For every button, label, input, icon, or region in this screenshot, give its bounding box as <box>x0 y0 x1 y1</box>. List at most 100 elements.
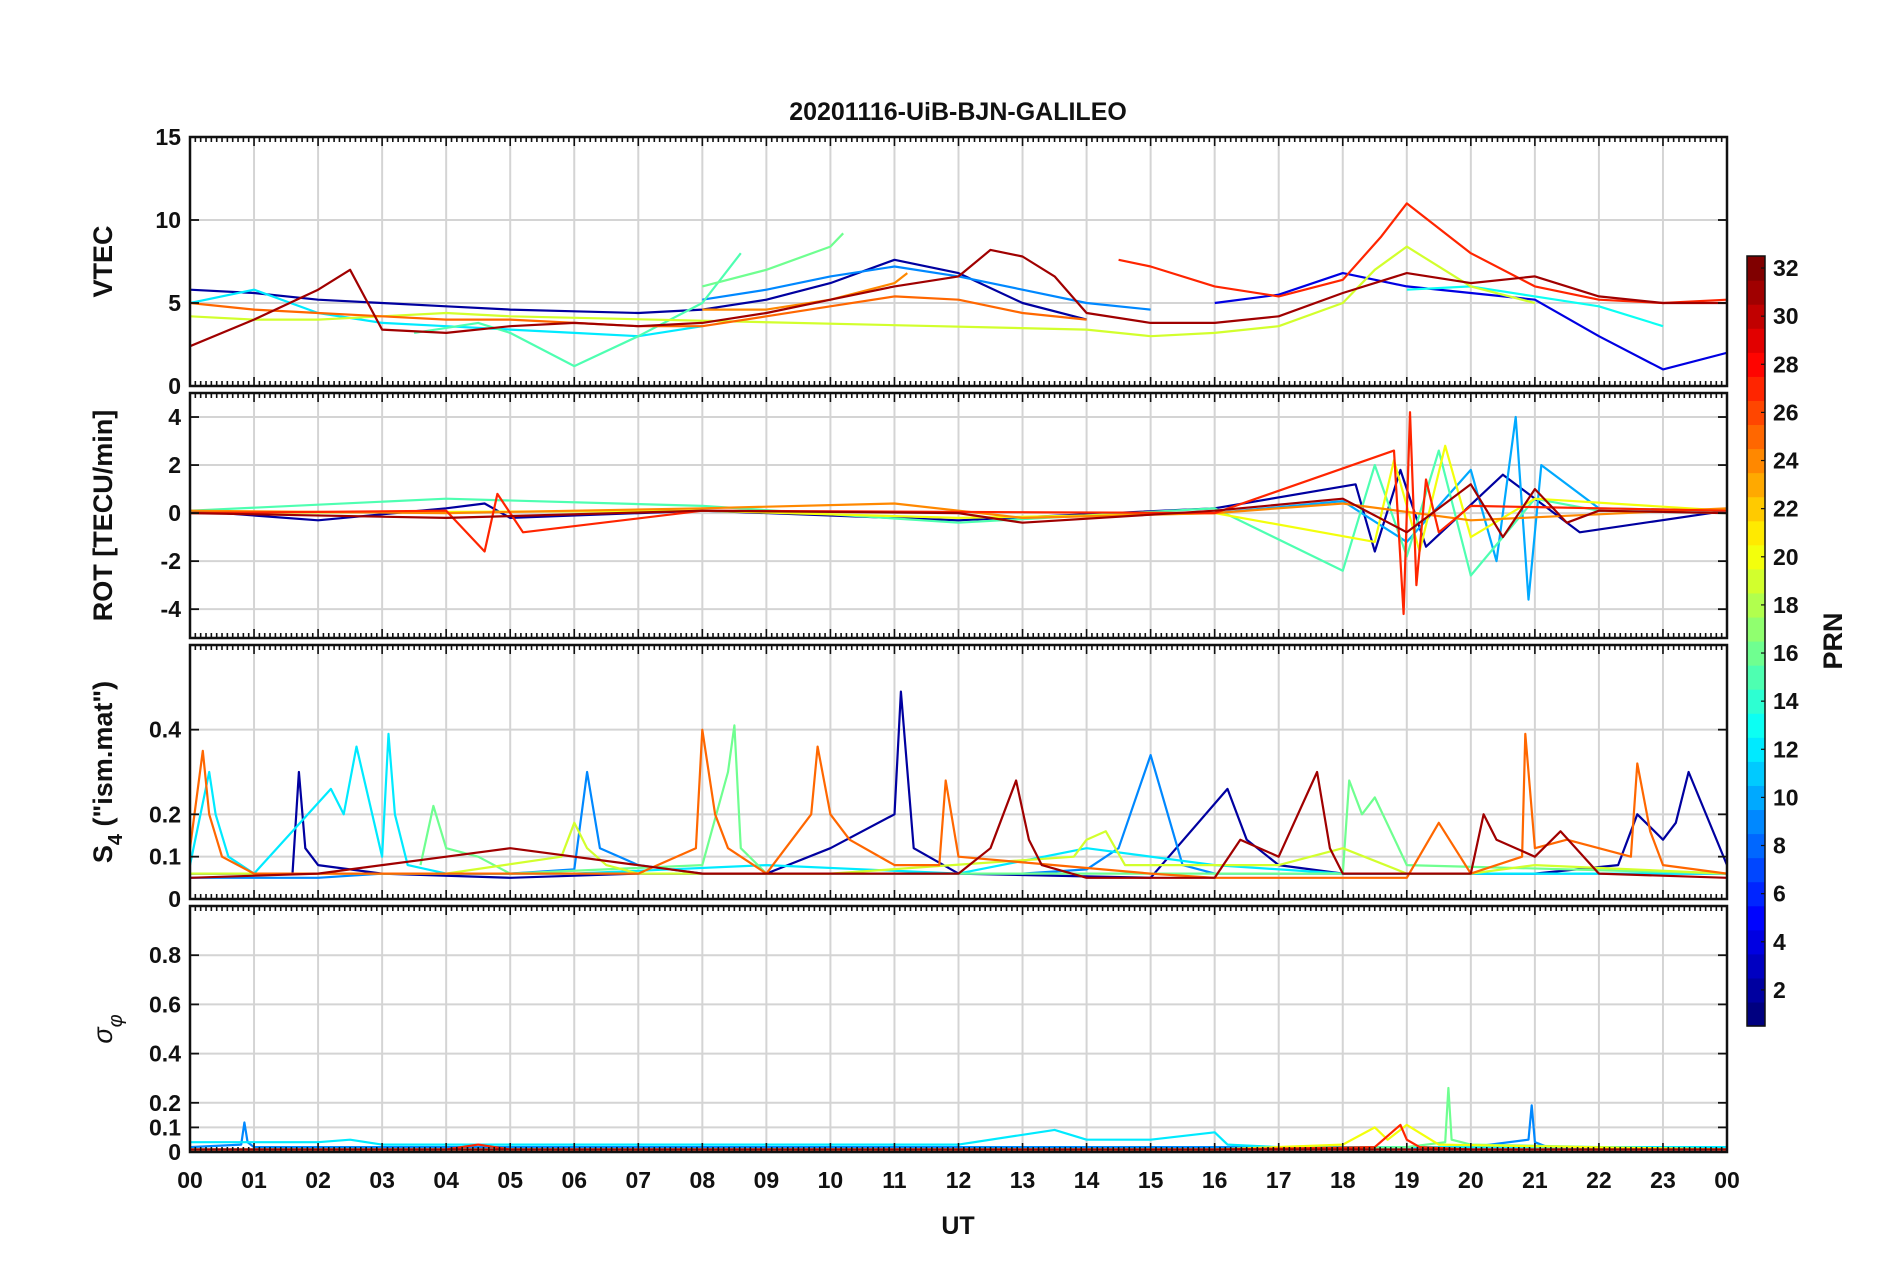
colorbar-segment <box>1747 809 1765 835</box>
colorbar-segment <box>1747 689 1765 714</box>
x-tick-label: 23 <box>1650 1167 1676 1193</box>
colorbar-segment <box>1747 713 1765 738</box>
colorbar-tick-label: 26 <box>1773 399 1799 425</box>
colorbar-segment <box>1747 328 1765 353</box>
colorbar-segment <box>1747 761 1765 786</box>
colorbar-segment <box>1747 785 1765 811</box>
colorbar-tick-label: 16 <box>1773 640 1799 666</box>
panel-vtec: 0 5 10 15 VTEC <box>88 124 1729 399</box>
series-line-prn-19 <box>190 245 1536 338</box>
colorbar-segment <box>1747 496 1765 522</box>
colorbar-tick-label: 14 <box>1773 688 1799 714</box>
colorbar-segment <box>1747 881 1765 907</box>
colorbar-segment <box>1747 544 1765 570</box>
x-tick-label: 20 <box>1458 1167 1484 1193</box>
series-line-prn-10 <box>1214 415 1727 601</box>
colorbar-segment <box>1747 304 1765 329</box>
x-tick-label: 19 <box>1394 1167 1420 1193</box>
series-line-prn-13 <box>1406 285 1664 328</box>
x-tick-label: 05 <box>497 1167 523 1193</box>
series-group <box>190 690 1727 879</box>
x-tick-label: 02 <box>305 1167 331 1193</box>
colorbar-frame <box>1746 255 1766 1027</box>
panel-sigma_phi: 00.10.2 0.4 0.6 0.8 σφ <box>88 904 1729 1165</box>
colorbar-tick-label: 24 <box>1773 448 1799 474</box>
colorbar-segment <box>1747 665 1765 690</box>
x-tick-label: 18 <box>1330 1167 1356 1193</box>
y-tick-label: 0.2 <box>149 1090 181 1116</box>
y-tick-label: 0.8 <box>149 942 181 968</box>
y-tick-label: 0 <box>168 1139 181 1165</box>
colorbar-tick-label: 28 <box>1773 351 1799 377</box>
y-axis-label: S4 ("ism.mat") <box>88 681 127 863</box>
y-tick-label: 5 <box>168 290 181 316</box>
x-tick-label: 03 <box>369 1167 395 1193</box>
colorbar-segment <box>1747 256 1765 281</box>
colorbar-segment <box>1747 737 1765 762</box>
y-axis-label-sub: φ <box>105 1014 127 1027</box>
colorbar-tick-label: 32 <box>1773 255 1799 281</box>
series-group <box>190 411 1727 616</box>
x-axis: 00 01 02 03 04 05 06 07 08 09 10 11 12 13 14 15 16 17 18 19… <box>177 1167 1740 1193</box>
series-line-prn-27 <box>190 411 1727 616</box>
x-tick-label: 00 <box>177 1167 203 1193</box>
colorbar-tick-label: 12 <box>1773 736 1799 762</box>
series-line-prn-12 <box>190 288 703 338</box>
x-tick-label: 09 <box>754 1167 780 1193</box>
y-tick-label: 0.6 <box>149 991 181 1017</box>
colorbar-tick-label: 18 <box>1773 592 1799 618</box>
x-axis-label: UT <box>941 1212 974 1240</box>
panel-rot: -4 -2 0 2 4 ROT [TECU/min] <box>88 391 1729 640</box>
colorbar-tick-label: 2 <box>1773 977 1786 1003</box>
x-tick-label: 15 <box>1138 1167 1164 1193</box>
x-tick-label: 12 <box>946 1167 972 1193</box>
chart-title: 20201116-UiB-BJN-GALILEO <box>789 98 1127 126</box>
colorbar-tick-label: 10 <box>1773 784 1799 810</box>
x-tick-label: 14 <box>1074 1167 1100 1193</box>
x-tick-label: 08 <box>690 1167 716 1193</box>
colorbar-tick-label: 22 <box>1773 496 1799 522</box>
colorbar-segment <box>1747 424 1765 450</box>
x-tick-label: 10 <box>818 1167 844 1193</box>
series-line-prn-2 <box>190 258 1087 321</box>
series-group <box>190 202 1727 371</box>
series-line-prn-19 <box>190 821 1727 875</box>
series-line-prn-31 <box>190 248 1727 348</box>
colorbar-segment <box>1747 905 1765 931</box>
y-tick-label: 10 <box>155 207 181 233</box>
x-tick-label: 07 <box>625 1167 651 1193</box>
series-line-prn-31 <box>190 770 1727 879</box>
y-axis-label-main: σ <box>88 1026 118 1044</box>
y-axis-label: VTEC <box>88 225 118 297</box>
y-tick-label: 0 <box>168 500 181 526</box>
x-tick-label: 00 <box>1714 1167 1740 1193</box>
colorbar-segment <box>1747 448 1765 474</box>
colorbar-segment <box>1747 400 1765 426</box>
y-tick-label: 0.4 <box>149 717 181 743</box>
y-axis-label-main: S <box>88 845 118 863</box>
colorbar-segment <box>1747 953 1765 979</box>
series-line-prn-27 <box>1118 202 1727 305</box>
colorbar-segment <box>1747 280 1765 305</box>
y-axis-label-rest: ("ism.mat") <box>88 681 118 834</box>
series-line-prn-4 <box>1214 272 1727 371</box>
colorbar-tick-label: 6 <box>1773 881 1786 907</box>
y-axis-label: ROT [TECU/min] <box>88 410 118 621</box>
y-tick-label: 0.1 <box>149 1114 181 1140</box>
y-tick-label: 2 <box>168 452 181 478</box>
y-tick-label: 0.4 <box>149 1041 181 1067</box>
y-tick-label: -4 <box>161 596 182 622</box>
series-line-prn-15 <box>413 252 742 368</box>
colorbar-segment <box>1747 977 1765 1003</box>
x-tick-label: 22 <box>1586 1167 1612 1193</box>
y-axis-label-sub: 4 <box>105 833 127 845</box>
x-tick-label: 17 <box>1266 1167 1292 1193</box>
colorbar-segment <box>1747 929 1765 955</box>
colorbar-segment <box>1747 1001 1765 1027</box>
x-tick-label: 06 <box>561 1167 587 1193</box>
colorbar-segment <box>1747 352 1765 377</box>
series-line-prn-12 <box>190 1128 1727 1149</box>
colorbar-segment <box>1747 568 1765 594</box>
y-tick-label: 0 <box>168 886 181 912</box>
